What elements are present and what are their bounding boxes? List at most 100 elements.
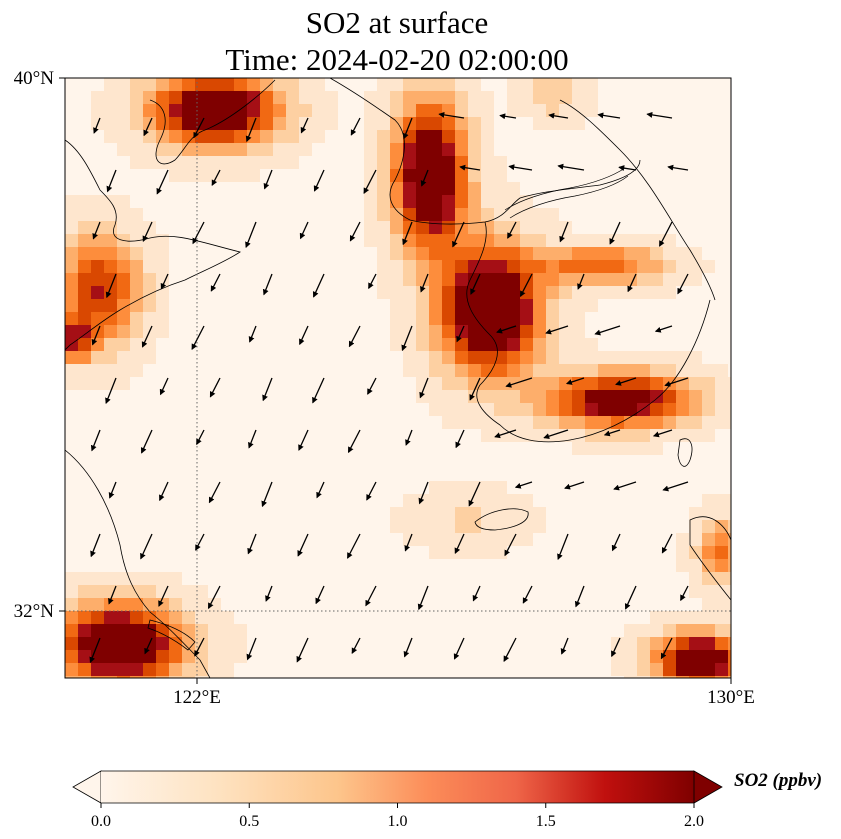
so2-cell [546, 117, 560, 131]
so2-cell [507, 91, 521, 105]
so2-cell [143, 286, 157, 300]
so2-cell [559, 455, 573, 469]
so2-cell [351, 559, 365, 573]
so2-cell [572, 78, 586, 92]
so2-cell [650, 455, 664, 469]
so2-cell [247, 390, 261, 404]
so2-cell [195, 195, 209, 209]
so2-cell [611, 624, 625, 638]
so2-cell [559, 286, 573, 300]
so2-cell [715, 221, 729, 235]
so2-cell [572, 247, 586, 261]
so2-cell [559, 78, 573, 92]
so2-cell [390, 130, 404, 144]
so2-cell [468, 364, 482, 378]
so2-cell [299, 260, 313, 274]
so2-cell [533, 624, 547, 638]
so2-cell [351, 247, 365, 261]
so2-cell [104, 273, 118, 287]
so2-cell [104, 442, 118, 456]
so2-cell [221, 585, 235, 599]
so2-cell [273, 442, 287, 456]
so2-cell [689, 273, 703, 287]
so2-cell [156, 546, 170, 560]
so2-cell [286, 637, 300, 651]
so2-cell [351, 403, 365, 417]
so2-cell [663, 468, 677, 482]
so2-cell [715, 377, 729, 391]
so2-cell [78, 221, 92, 235]
so2-cell [273, 299, 287, 313]
so2-cell [442, 572, 456, 586]
so2-cell [208, 143, 222, 157]
so2-cell [247, 364, 261, 378]
so2-cell [429, 390, 443, 404]
so2-cell [676, 338, 690, 352]
so2-cell [650, 481, 664, 495]
so2-cell [715, 416, 729, 430]
so2-cell [611, 572, 625, 586]
so2-cell [208, 468, 222, 482]
so2-cell [273, 637, 287, 651]
so2-cell [663, 299, 677, 313]
so2-cell [637, 520, 651, 534]
so2-cell [689, 572, 703, 586]
so2-cell [104, 117, 118, 131]
so2-cell [689, 143, 703, 157]
so2-cell [572, 611, 586, 625]
so2-cell [104, 351, 118, 365]
so2-cell [104, 468, 118, 482]
so2-cell [286, 455, 300, 469]
so2-cell [286, 325, 300, 339]
so2-cell [429, 663, 443, 677]
so2-cell [182, 247, 196, 261]
so2-cell [65, 533, 79, 547]
so2-cell [78, 78, 92, 92]
so2-cell [234, 312, 248, 326]
so2-cell [702, 273, 716, 287]
so2-cell [351, 208, 365, 222]
so2-cell [442, 429, 456, 443]
so2-cell [624, 78, 638, 92]
so2-cell [611, 663, 625, 677]
so2-cell [702, 507, 716, 521]
so2-cell [195, 390, 209, 404]
so2-cell [377, 611, 391, 625]
map-panel [65, 78, 731, 678]
wind-vectors [89, 111, 689, 664]
so2-cell [156, 442, 170, 456]
so2-cell [234, 104, 248, 118]
so2-cell [442, 234, 456, 248]
so2-cell [91, 260, 105, 274]
so2-cell [598, 117, 612, 131]
so2-cell [351, 494, 365, 508]
so2-cell [117, 104, 131, 118]
so2-cell [299, 572, 313, 586]
so2-cell [390, 91, 404, 105]
so2-cell [273, 169, 287, 183]
so2-cell [234, 273, 248, 287]
so2-cell [325, 546, 339, 560]
so2-cell [520, 117, 534, 131]
so2-cell [325, 117, 339, 131]
so2-cell [429, 286, 443, 300]
so2-cell [598, 351, 612, 365]
so2-cell [299, 377, 313, 391]
so2-cell [598, 533, 612, 547]
so2-cell [169, 533, 183, 547]
so2-cell [65, 208, 79, 222]
so2-cell [481, 533, 495, 547]
so2-cell [624, 286, 638, 300]
so2-cell [182, 325, 196, 339]
so2-cell [676, 221, 690, 235]
so2-cell [338, 546, 352, 560]
so2-cell [598, 611, 612, 625]
so2-cell [312, 169, 326, 183]
so2-cell [312, 403, 326, 417]
so2-cell [377, 299, 391, 313]
so2-cell [689, 442, 703, 456]
so2-cell [624, 416, 638, 430]
so2-cell [221, 169, 235, 183]
so2-cell [338, 520, 352, 534]
so2-cell [455, 468, 469, 482]
